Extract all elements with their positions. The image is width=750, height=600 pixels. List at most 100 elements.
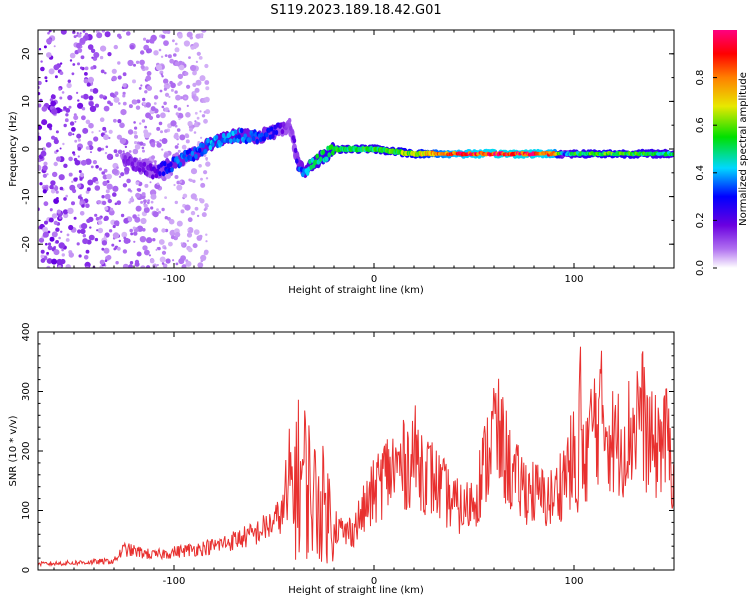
spectrogram-noise-cell	[66, 82, 72, 89]
spectrogram-ridge-core	[287, 117, 292, 124]
spectrogram-noise-cell	[62, 209, 69, 215]
spectrogram-noise-cell	[177, 143, 180, 146]
spectrogram-noise-cell	[148, 254, 151, 257]
spectrogram-noise-cell	[56, 197, 59, 200]
spectrogram-noise-cell	[139, 141, 144, 146]
spectrogram-ridge-core	[182, 153, 186, 159]
spectrogram-noise-cell	[147, 48, 153, 54]
snr-x-ticks: -100 0 100	[53, 332, 675, 587]
spectrogram-noise-cell	[145, 75, 152, 81]
spectrogram-noise-cell	[40, 66, 45, 72]
spectrogram-noise-cell	[117, 119, 122, 124]
spectrogram-noise-cell	[69, 52, 76, 59]
spectrogram-noise-cell	[66, 233, 70, 237]
spectrogram-ridge-core	[251, 135, 256, 142]
spectrogram-ridge-core	[295, 158, 299, 164]
spectrogram-noise-cell	[140, 50, 145, 55]
spectrogram-noise-cell	[136, 251, 142, 257]
spectrogram-noise-cell	[88, 234, 95, 241]
spectrogram-noise-cell	[101, 171, 105, 175]
spectrogram-noise-cell	[158, 210, 161, 214]
spectrogram-noise-cell	[91, 131, 94, 134]
spectrogram-noise-cell	[91, 56, 94, 59]
spectrogram-ridge-core	[208, 145, 213, 151]
spectrogram-noise-cell	[197, 122, 201, 126]
spectrogram-noise-cell	[111, 156, 113, 159]
spectrogram-noise-cell	[203, 118, 208, 124]
spectrogram-noise-cell	[167, 110, 170, 113]
spectrogram-noise-cell	[190, 168, 198, 175]
spectrogram-noise-cell	[177, 107, 182, 111]
spectrogram-noise-cell	[77, 33, 82, 38]
spectrogram-noise-cell	[192, 70, 197, 76]
spectrogram-noise-cell	[203, 208, 207, 212]
spectrogram-noise-cell	[143, 203, 148, 208]
spectrogram-noise-cell	[205, 233, 208, 236]
spectrogram-noise-cell	[65, 113, 69, 117]
spectrogram-ridge-core	[145, 171, 149, 177]
spectrogram-noise-cell	[108, 136, 111, 140]
spectrogram-noise-cell	[85, 249, 90, 254]
spectrogram-noise-cell	[186, 31, 193, 38]
spectrogram-noise-cell	[129, 261, 134, 265]
spectrogram-noise-cell	[99, 94, 104, 99]
spectrogram-noise-cell	[105, 189, 110, 194]
spectrogram-noise-cell	[150, 200, 154, 204]
spectrogram-ridge-core	[293, 147, 298, 153]
spectrogram-noise-cell	[200, 182, 206, 188]
spectrogram-noise-cell	[196, 51, 201, 56]
spectrogram-noise-cell	[173, 183, 176, 187]
spectrogram-noise-cell	[106, 153, 114, 160]
spectrogram-ridge-core	[265, 132, 269, 138]
spectrogram-noise-cell	[50, 180, 56, 186]
spectrogram-noise-cell	[86, 218, 91, 223]
spectrogram-noise-cell	[134, 141, 138, 145]
spectrogram-noise-cell	[59, 186, 64, 191]
spectrogram-noise-cell	[85, 119, 91, 125]
spectrogram-noise-cell	[187, 227, 194, 233]
spectrogram-noise-cell	[45, 142, 52, 148]
spectrogram-noise-cell	[127, 217, 132, 222]
spectrogram-ridge-core	[211, 141, 215, 147]
spectrogram-noise-cell	[99, 259, 105, 265]
spectrogram-noise-cell	[190, 193, 197, 200]
spectrogram-noise-cell	[198, 164, 202, 168]
spectrogram-noise-cell	[71, 126, 76, 132]
spectrogram-noise-cell	[94, 237, 99, 242]
spectrogram-noise-cell	[38, 80, 42, 86]
spectrogram-noise-cell	[105, 145, 109, 149]
spectrogram-noise-cell	[161, 34, 166, 39]
spectrogram-noise-cell	[133, 63, 136, 67]
spectrogram-noise-cell	[184, 96, 187, 100]
spectrogram-ridge-core	[163, 161, 167, 167]
spectrogram-noise-cell	[77, 62, 80, 66]
spectrogram-noise-cell	[122, 83, 127, 88]
spectrogram-noise-cell	[192, 243, 198, 249]
spectrogram-noise-cell	[153, 50, 159, 56]
spectrogram-noise-cell	[146, 237, 153, 244]
spectrogram-noise-cell	[93, 136, 99, 142]
spectrogram-noise-cell	[160, 112, 166, 119]
spectrogram-noise-cell	[190, 64, 197, 72]
spectrogram-ridge-core	[255, 138, 259, 144]
spectrogram-noise-cell	[73, 216, 77, 220]
spectrogram-noise-cell	[186, 239, 190, 243]
spectrogram-noise-cell	[164, 54, 168, 57]
spectrogram-noise-cell	[100, 69, 105, 74]
spectrogram-noise-cell	[146, 265, 151, 268]
spectrogram-y-ticks: -20 -10 0 10 20	[21, 29, 674, 269]
spectrogram-noise-cell	[152, 238, 156, 242]
spectrogram-ridge-core	[201, 143, 205, 149]
spectrogram-noise-cell	[69, 121, 75, 126]
y-tick-label: 0	[21, 146, 32, 152]
spectrogram-noise-cell	[98, 216, 102, 220]
spectrogram-noise-cell	[111, 75, 118, 82]
spectrogram-noise-cell	[98, 220, 103, 225]
spectrogram-noise-cell	[159, 256, 166, 263]
spectrogram-noise-cell	[99, 55, 104, 60]
spectrogram-noise-cell	[102, 126, 107, 131]
spectrogram-noise-cell	[179, 134, 186, 141]
spectrogram-noise-cell	[182, 193, 188, 199]
spectrogram-noise-cell	[134, 261, 140, 267]
spectrogram-noise-cell	[88, 101, 94, 107]
